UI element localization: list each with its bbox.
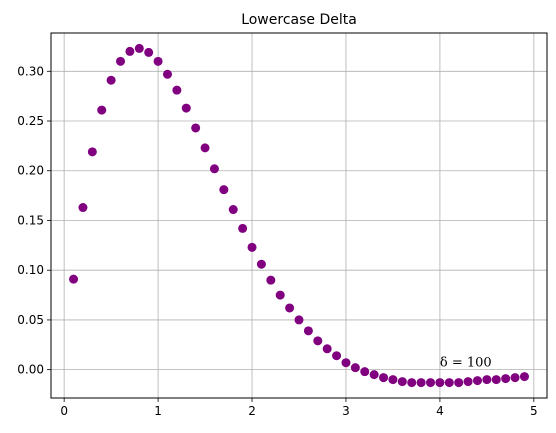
data-point [106, 75, 116, 85]
x-tick-label: 1 [154, 404, 162, 418]
data-point [454, 378, 464, 388]
data-point [519, 372, 529, 382]
chart-title: Lowercase Delta [241, 12, 357, 28]
x-tick-label: 5 [530, 404, 538, 418]
data-point [266, 275, 276, 285]
data-point [472, 376, 482, 386]
data-point [172, 85, 182, 95]
data-point [444, 378, 454, 388]
x-tick-label: 2 [248, 404, 256, 418]
grid-lines [51, 33, 547, 398]
data-point [200, 143, 210, 153]
y-tick-label: 0.05 [17, 313, 44, 327]
y-tick-label: 0.00 [17, 363, 44, 377]
data-point [482, 375, 492, 385]
data-point [510, 373, 520, 383]
data-point [350, 363, 360, 373]
data-point [228, 205, 238, 215]
data-point [219, 185, 229, 195]
y-tick-label: 0.15 [17, 213, 44, 227]
data-point [209, 164, 219, 174]
data-point [435, 378, 445, 388]
data-point [247, 242, 257, 252]
data-points [69, 43, 529, 388]
data-point [116, 56, 126, 66]
data-point [313, 336, 323, 346]
data-point [407, 378, 417, 388]
y-tick-label: 0.25 [17, 114, 44, 128]
data-point [416, 378, 426, 388]
data-point [162, 69, 172, 79]
data-point [360, 367, 370, 377]
data-point [153, 56, 163, 66]
x-tick-label: 3 [342, 404, 350, 418]
data-point [341, 358, 351, 368]
data-point [491, 375, 501, 385]
y-tick-label: 0.10 [17, 263, 44, 277]
y-tick-label: 0.30 [17, 64, 44, 78]
y-tick-label: 0.20 [17, 164, 44, 178]
data-point [181, 103, 191, 113]
data-point [97, 105, 107, 115]
data-point [379, 373, 389, 383]
data-point [285, 303, 295, 313]
data-point [294, 315, 304, 325]
data-point [463, 377, 473, 387]
data-point [125, 46, 135, 56]
data-point [322, 344, 332, 354]
x-tick-label: 4 [436, 404, 444, 418]
data-point [501, 374, 511, 384]
data-point [275, 290, 285, 300]
data-point [87, 147, 97, 157]
data-point [256, 259, 266, 269]
data-point [303, 326, 313, 336]
x-tick-label: 0 [60, 404, 68, 418]
data-point [388, 375, 398, 385]
data-point [191, 123, 201, 133]
data-point [397, 377, 407, 387]
data-point [332, 351, 342, 361]
delta-annotation: δ = 100 [440, 356, 492, 371]
data-point [78, 203, 88, 213]
data-point [238, 223, 248, 233]
plot-frame [50, 32, 548, 399]
data-point [134, 43, 144, 53]
axis-ticks: 0 1 2 3 4 5 0.00 0.05 0.10 0.15 0.20 0.25 0.30 [17, 64, 537, 418]
data-point [369, 370, 379, 380]
data-point [69, 274, 79, 284]
data-point [144, 47, 154, 57]
data-point [426, 378, 436, 388]
